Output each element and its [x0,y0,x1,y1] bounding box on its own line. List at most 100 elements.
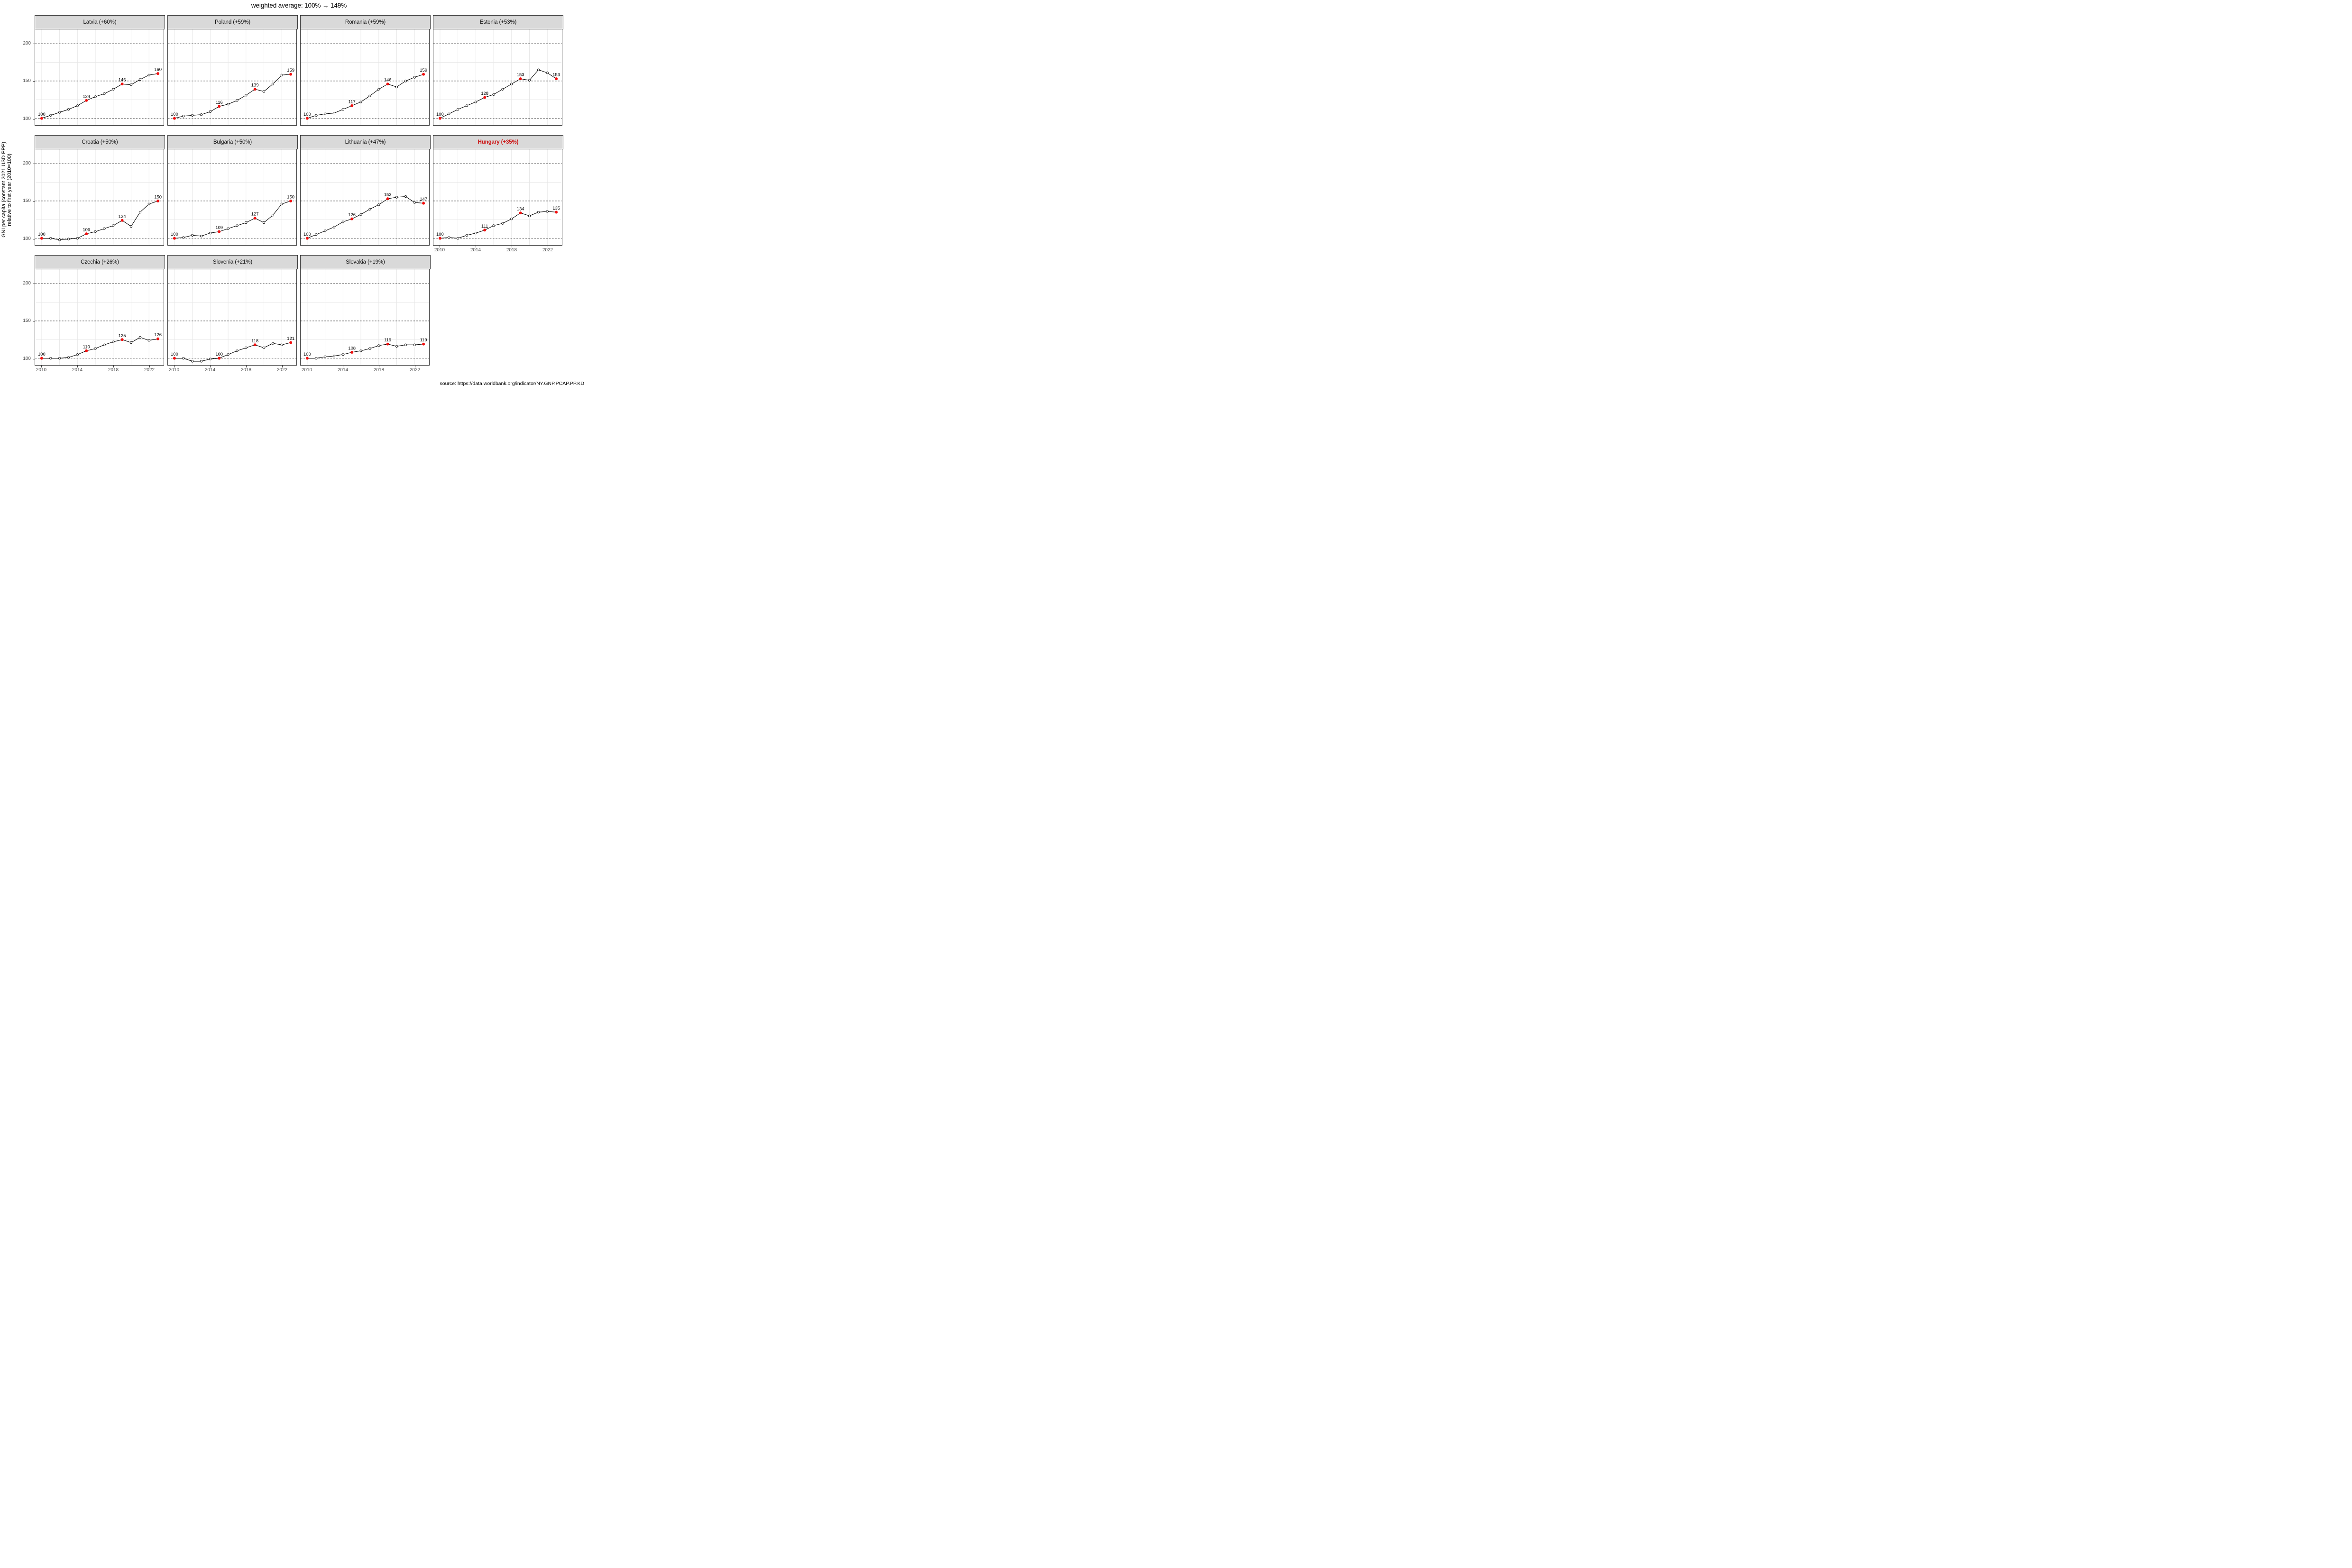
data-point [280,73,283,76]
data-point [546,71,549,74]
highlight-dot [305,117,309,120]
y-tick-label: 200 [23,41,31,46]
point-label: 128 [481,91,488,96]
point-label: 126 [154,332,162,337]
data-point [404,80,407,83]
data-point [76,237,79,240]
highlight-dot [156,337,160,340]
point-label: 153 [552,72,560,77]
panel-bulgaria: Bulgaria (+50%) 100 109 127 150 [167,135,298,246]
highlight-dot [350,104,354,107]
data-point [537,211,540,214]
highlight-dot [289,199,293,202]
highlight-dot [438,237,441,240]
data-point [359,101,362,103]
data-point [359,213,362,216]
highlight-dot [305,237,309,240]
highlight-dot [438,117,441,120]
data-point [501,222,504,225]
data-point [112,88,115,91]
x-tick-label: 2010 [434,248,445,253]
data-point [103,227,106,230]
data-point [368,347,371,350]
point-label: 117 [349,99,356,104]
data-point [501,88,504,91]
data-point [76,104,79,107]
data-point [245,221,248,224]
x-tick-label: 2014 [337,367,349,373]
y-tick-label: 200 [23,161,31,166]
highlight-dot [85,232,88,236]
data-point [103,92,106,95]
data-point [510,83,513,85]
x-tick-label: 2010 [36,367,47,373]
panel-header-croatia: Croatia (+50%) [35,135,165,149]
data-point [395,85,398,89]
data-point [49,357,52,360]
data-point [94,347,97,350]
data-point [191,360,194,363]
panel-slovakia: Slovakia (+19%) 100 108 119 119 [300,255,431,366]
highlight-dot [422,73,425,76]
panel-plot-romania: 100 117 146 159 [300,29,430,126]
point-label: 110 [83,344,90,349]
panel-header-romania: Romania (+59%) [300,15,431,29]
point-label: 127 [251,211,259,217]
highlight-dot [519,211,522,215]
y-tick-mark [33,201,35,202]
highlight-dot [218,105,221,108]
data-point [474,231,477,235]
source-caption: source: https://data.worldbank.org/indic… [440,381,584,386]
panel-plot-slovakia: 100 108 119 119 [300,269,430,366]
point-label: 100 [303,111,311,117]
x-tick-mark [149,366,150,367]
panel-estonia: Estonia (+53%) 100 128 153 153 [433,15,563,126]
x-axis-col-2: 2010 2014 2018 2022 [167,366,298,374]
data-point [67,356,70,359]
highlight-dot [483,96,487,99]
point-label: 100 [436,231,444,237]
point-label: 111 [481,223,488,229]
y-tick-label: 100 [23,356,31,361]
faceted-line-chart: weighted average: 100% → 149% GNI per ca… [0,0,588,392]
data-point [67,238,70,240]
data-point [368,208,371,211]
data-point [245,346,248,349]
highlight-dot [386,197,389,201]
data-point [129,225,133,228]
data-point [200,235,203,238]
point-label: 153 [384,192,392,197]
data-point [280,343,283,346]
x-tick-mark [282,366,283,367]
data-point [245,94,248,97]
highlight-dot [156,72,160,75]
data-point [546,210,549,213]
panel-header-latvia: Latvia (+60%) [35,15,165,29]
data-point [262,221,266,224]
x-axis-col-3: 2010 2014 2018 2022 [300,366,431,374]
panel-plot-slovenia: 100 100 118 121 [167,269,297,366]
point-label: 119 [384,337,391,342]
panel-header-hungary: Hungary (+35%) [433,135,563,149]
highlight-dot [386,83,389,86]
panel-hungary: Hungary (+35%) 100 111 134 135 [433,135,563,246]
point-label: 116 [216,100,223,105]
point-label: 159 [420,67,427,73]
data-point [227,353,230,356]
point-label: 109 [215,225,223,230]
y-tick-label: 100 [23,116,31,121]
data-point [377,344,380,347]
x-tick-mark [246,366,247,367]
data-point [332,226,336,229]
point-label: 150 [287,194,294,199]
highlight-dot [173,357,176,360]
highlight-dot [305,357,309,360]
highlight-dot [555,77,558,81]
data-point [492,224,495,227]
data-point [456,237,459,240]
data-point [138,211,141,214]
highlight-dot [85,99,88,102]
highlight-dot [253,343,257,347]
x-tick-mark [210,366,211,367]
data-point [236,99,239,102]
